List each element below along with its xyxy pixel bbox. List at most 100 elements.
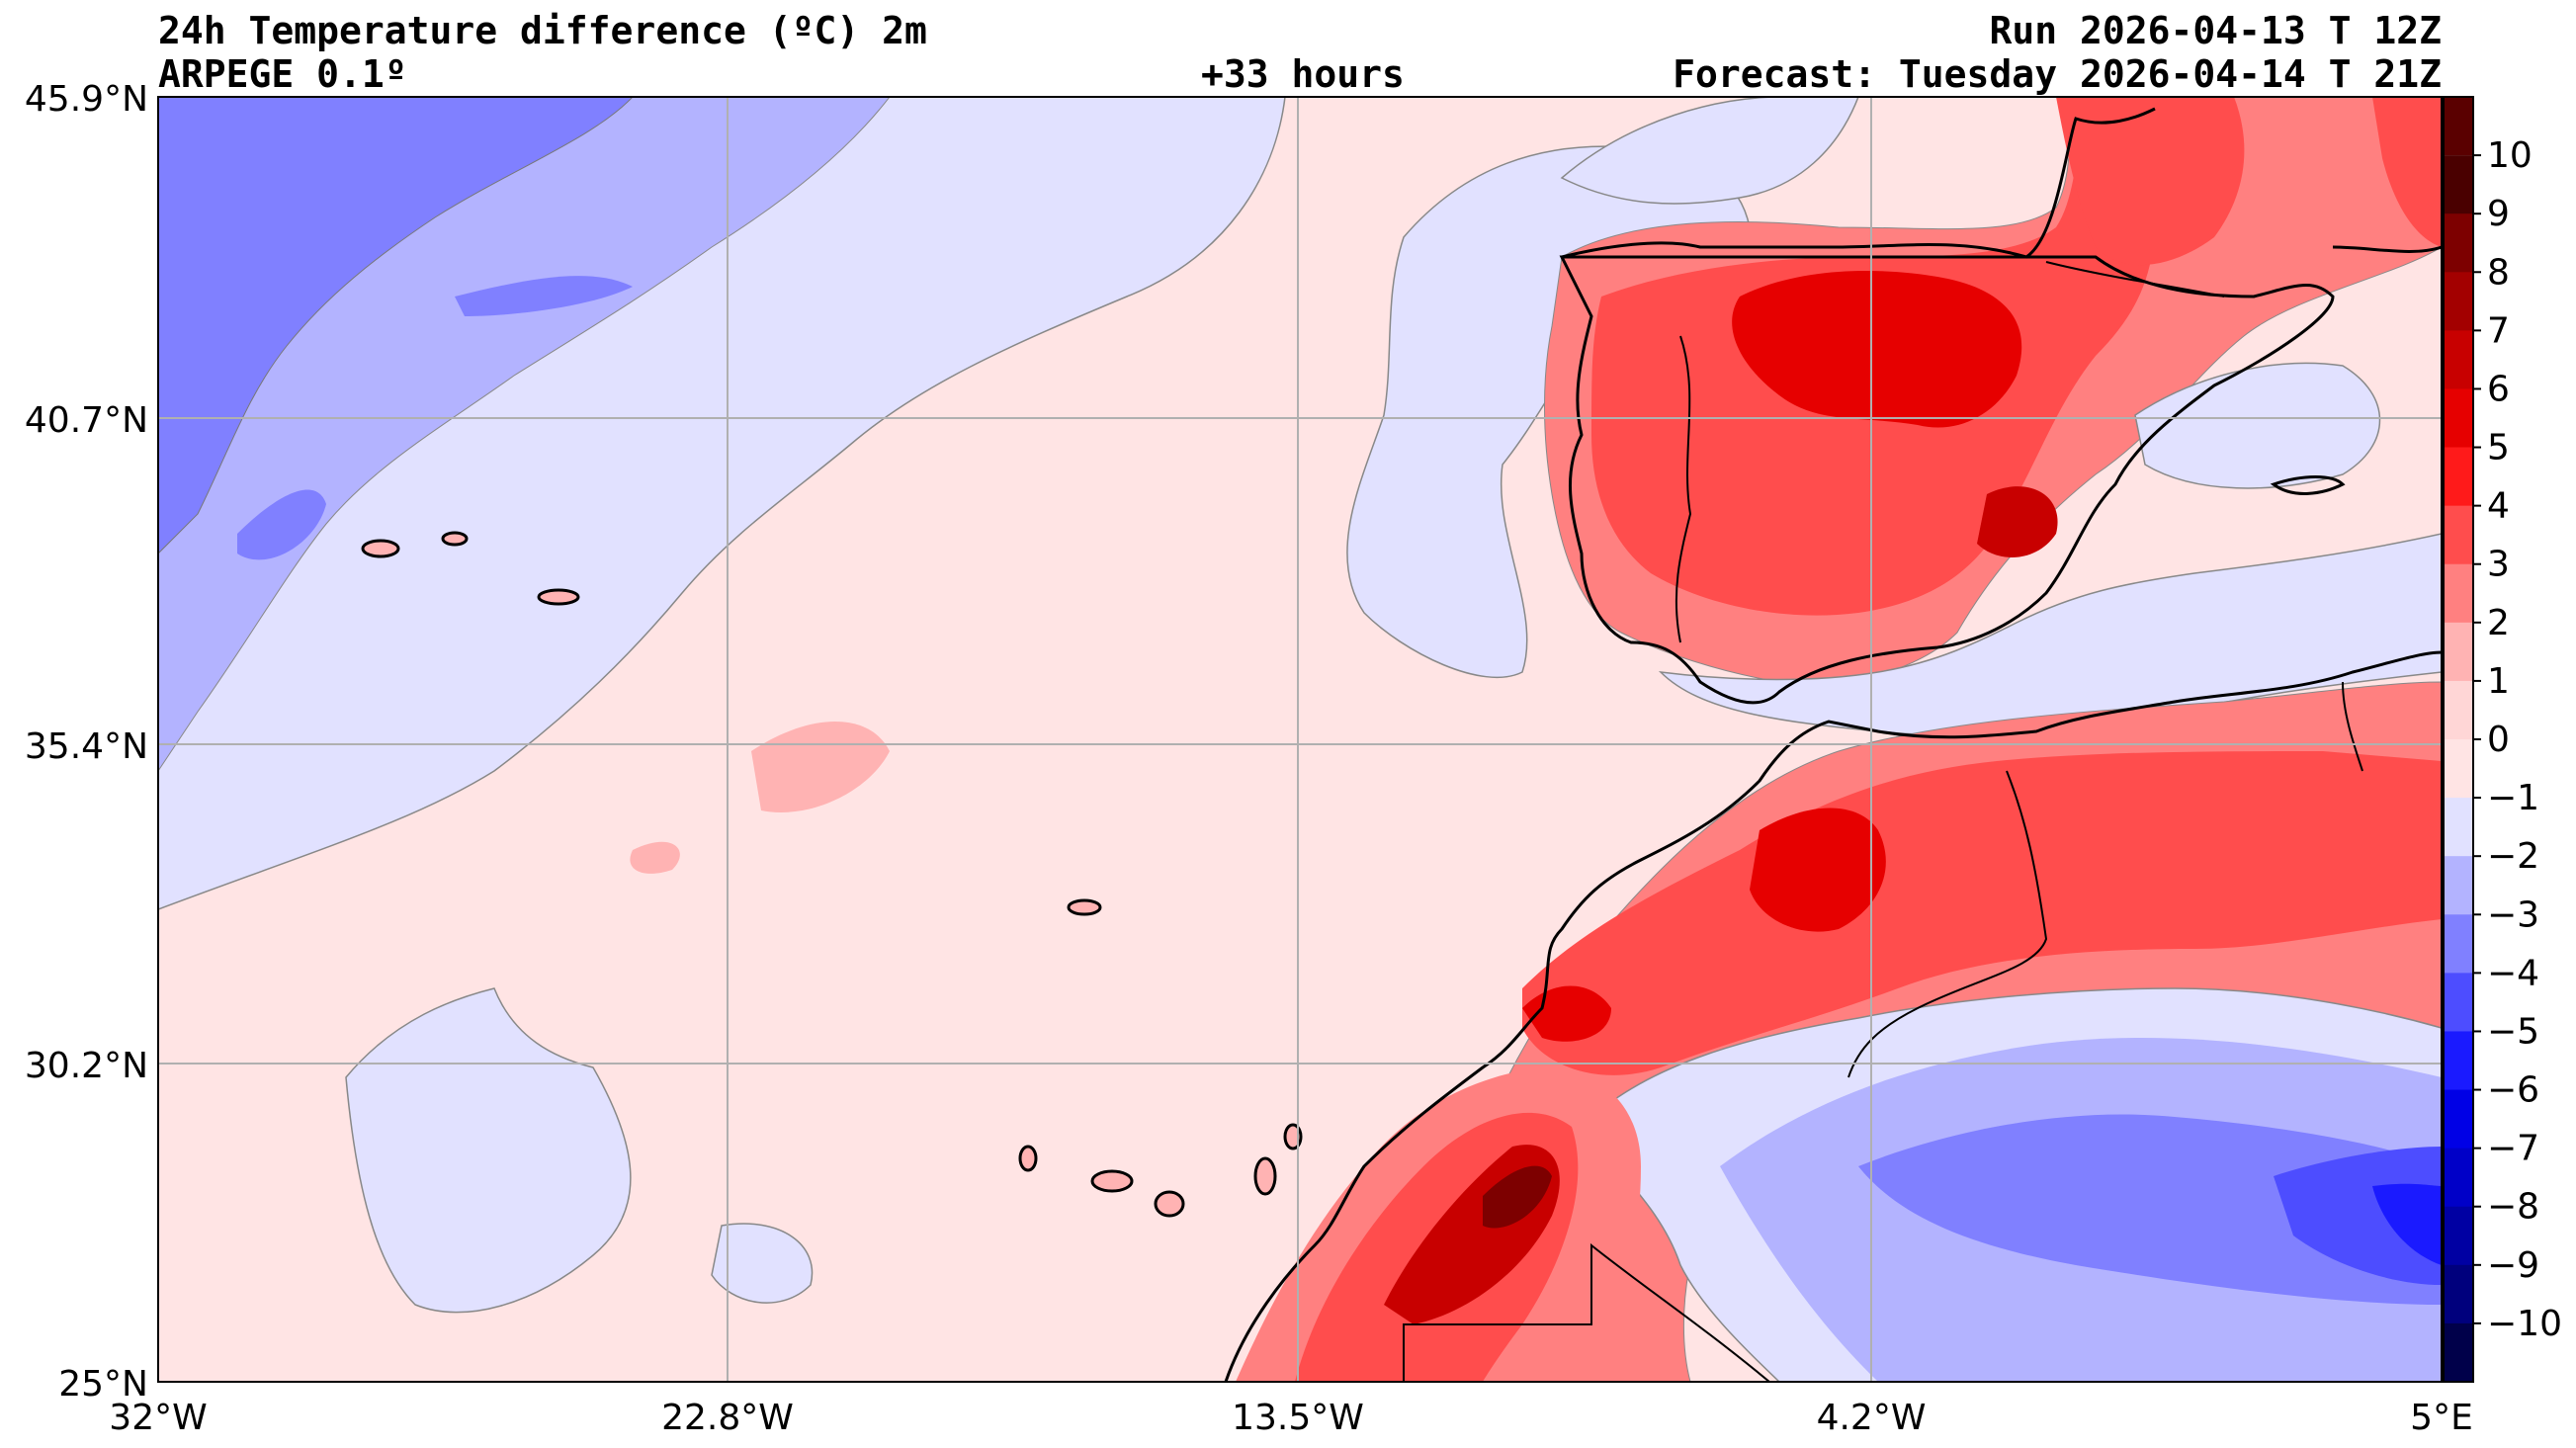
france-warm-zone: [2056, 97, 2245, 266]
colorbar-segment: [2444, 272, 2473, 331]
sahara-cool-zone-4: [2274, 1147, 2442, 1285]
lat-label: 35.4°N: [25, 726, 148, 767]
colorbar-label: 5: [2487, 428, 2510, 468]
colorbar-label: −6: [2487, 1070, 2539, 1111]
map-title: 24h Temperature difference (ºC) 2m: [158, 9, 927, 52]
border-spain-portugal: [1674, 335, 1692, 643]
colorbar-segment: [2444, 856, 2473, 915]
colorbar-label: −9: [2487, 1245, 2539, 1286]
colorbar-label: 10: [2487, 135, 2533, 176]
coast-balearics: [2270, 475, 2346, 495]
med-north-cool: [2134, 362, 2381, 489]
biscay-north-cool: [1560, 97, 1859, 205]
atlantic-warm-patch-2: [630, 841, 680, 874]
lat-label: 25°N: [58, 1364, 148, 1405]
lon-label: 22.8°W: [661, 1398, 794, 1438]
atlantic-cool-blob: [237, 489, 326, 560]
model-name: ARPEGE 0.1º: [158, 52, 407, 96]
run-time: Run 2026-04-13 T 12Z: [1989, 9, 2442, 52]
forecast-time: Forecast: Tuesday 2026-04-14 T 21Z: [1673, 52, 2442, 96]
colorbar-segment: [2444, 1089, 2473, 1150]
island-azores-1: [361, 539, 400, 558]
colorbar-segment: [2444, 1148, 2473, 1208]
lon-label: 13.5°W: [1232, 1398, 1364, 1438]
colorbar-segment: [2444, 155, 2473, 214]
colorbar-segment: [2444, 1206, 2473, 1266]
colorbar-label: −1: [2487, 778, 2539, 818]
coastlines: [1224, 107, 2442, 1382]
lon-label: 4.2°W: [1817, 1398, 1927, 1438]
colorbar-label: 7: [2487, 310, 2510, 351]
n-africa-warm-zone-3: [1522, 751, 2442, 1075]
atlantic-cool-zone-3: [158, 97, 634, 554]
lead-time: +33 hours: [1201, 52, 1405, 96]
border-algeria-tunisia: [2342, 681, 2363, 772]
lat-label: 40.7°N: [25, 400, 148, 441]
graticule: [158, 97, 2442, 1382]
colorbar-label: 9: [2487, 194, 2510, 234]
colorbar-segment: [2444, 97, 2473, 156]
island-azores-3: [537, 588, 580, 606]
colorbar-label: −10: [2487, 1304, 2562, 1344]
lat-label: 30.2°N: [25, 1046, 148, 1086]
colorbar-segment: [2444, 1031, 2473, 1091]
island-madeira: [1067, 898, 1102, 916]
colorbar-segment: [2444, 914, 2473, 974]
lon-axis: 32°W 22.8°W 13.5°W 4.2°W 5°E: [109, 1398, 2473, 1438]
coast-italy: [2332, 245, 2442, 253]
colorbar-segment: [2444, 1322, 2473, 1383]
borders: [1403, 261, 2363, 1382]
map-frame: [157, 96, 2443, 1383]
lat-label: 45.9°N: [25, 79, 148, 120]
colorbar-label: 8: [2487, 252, 2510, 293]
w-sahara-warm-zone-8: [1483, 1165, 1552, 1229]
colorbar-segment: [2444, 973, 2473, 1032]
island-canary-4: [1253, 1156, 1277, 1196]
colorbar-label: −3: [2487, 894, 2539, 935]
coast-iberia: [1559, 107, 2335, 705]
colorbar-label: 2: [2487, 603, 2510, 643]
border-spain-france: [2045, 261, 2225, 298]
map-area: [158, 97, 2442, 1382]
colorbar-segment: [2444, 622, 2473, 682]
colorbar-label: −7: [2487, 1129, 2539, 1169]
sahara-cool-zone-3: [1858, 1114, 2442, 1305]
colorbar-segment: [2444, 330, 2473, 389]
island-canary-3: [1154, 1190, 1185, 1218]
colorbar-segment: [2444, 505, 2473, 565]
lon-label: 5°E: [2410, 1398, 2473, 1438]
colorbar-label: −2: [2487, 836, 2539, 877]
iberia-warm-zone-6: [1977, 486, 2058, 557]
island-canary-2: [1090, 1169, 1134, 1193]
colorbar-segment: [2444, 680, 2473, 740]
colorbar-label: −8: [2487, 1187, 2539, 1228]
colorbar-segment: [2444, 798, 2473, 857]
lat-axis: 45.9°N 40.7°N 35.4°N 30.2°N 25°N: [25, 79, 148, 1405]
atlantic-cool-streak: [455, 276, 633, 316]
colorbar-label: 1: [2487, 661, 2510, 702]
cool-patch-s: [711, 1223, 814, 1304]
colorbar-label: −5: [2487, 1011, 2539, 1052]
islands: [361, 531, 1303, 1218]
lon-label: 32°W: [109, 1398, 207, 1438]
coast-n-africa: [1224, 650, 2442, 1382]
colorbar-segment: [2444, 739, 2473, 799]
colorbar-label: 3: [2487, 545, 2510, 585]
colorbar-segment: [2444, 213, 2473, 273]
colorbar-label: 4: [2487, 486, 2510, 527]
border-morocco-algeria: [1847, 770, 2048, 1078]
colorbar-segment: [2444, 388, 2473, 449]
border-w-sahara: [1403, 1242, 1770, 1382]
iberia-warm-zone-5: [1732, 271, 2022, 428]
colorbar-label: −4: [2487, 953, 2539, 993]
colorbar-segment: [2444, 563, 2473, 624]
colorbar-segment: [2444, 1264, 2473, 1324]
colorbar-label: 0: [2487, 720, 2510, 760]
colorbar-label: 6: [2487, 369, 2510, 409]
island-canary-1: [1018, 1145, 1038, 1172]
colorbar-segment: [2444, 447, 2473, 507]
italy-warm-zone: [2372, 97, 2442, 247]
island-azores-2: [441, 531, 469, 547]
